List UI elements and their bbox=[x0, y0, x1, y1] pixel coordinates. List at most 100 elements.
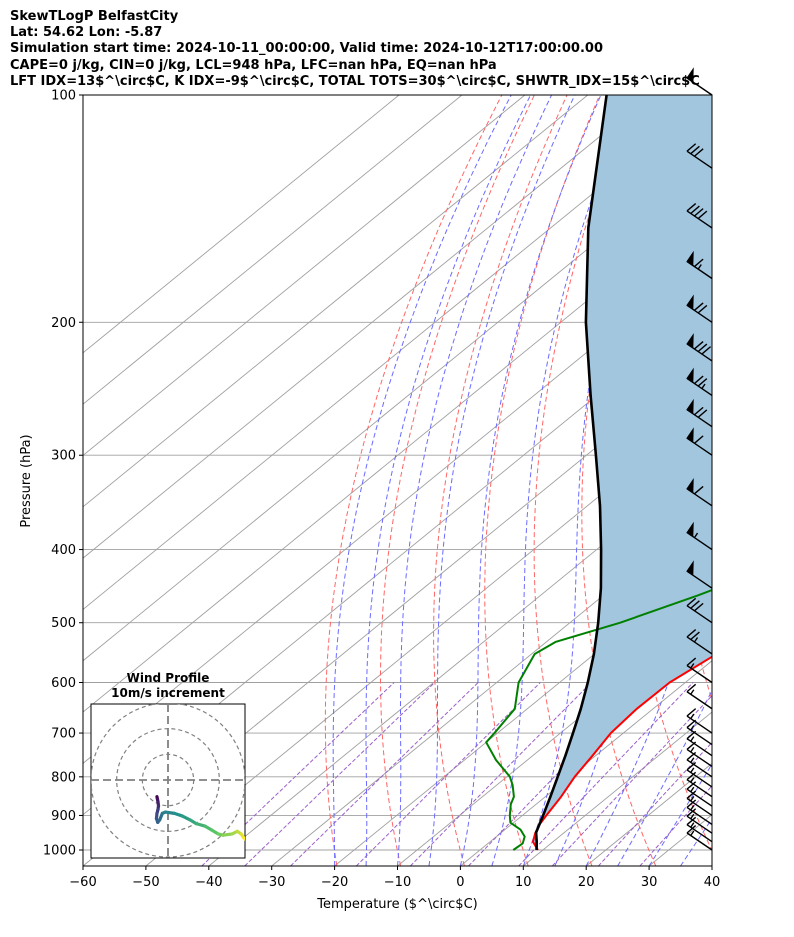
barb-flag bbox=[693, 148, 704, 157]
barb-half-flag bbox=[690, 663, 695, 669]
wind-barb bbox=[686, 143, 713, 169]
barb-flag bbox=[686, 730, 697, 740]
moist-adiabat bbox=[491, 95, 632, 866]
barb-flag bbox=[686, 708, 697, 717]
barb-flag bbox=[697, 343, 708, 353]
wind-barb bbox=[686, 560, 713, 589]
barb-flag bbox=[686, 825, 697, 834]
dry-adiabat bbox=[484, 95, 601, 866]
y-tick-label: 200 bbox=[51, 316, 76, 331]
hodograph-plot bbox=[91, 704, 245, 858]
mixing-ratio-line bbox=[598, 741, 712, 866]
wind-barb bbox=[686, 629, 713, 655]
barb-flag bbox=[697, 304, 708, 314]
barb-pennant bbox=[686, 398, 694, 415]
barb-half-flag bbox=[690, 796, 695, 802]
mixing-ratio-line bbox=[410, 682, 592, 866]
x-tick-label: −20 bbox=[321, 875, 348, 890]
dry-adiabat bbox=[716, 95, 794, 866]
barb-pennant bbox=[686, 250, 694, 267]
barb-half-flag bbox=[690, 786, 695, 793]
wind-barb bbox=[686, 781, 713, 807]
moist-adiabat bbox=[332, 95, 512, 866]
dry-adiabat bbox=[533, 95, 633, 866]
wind-barb bbox=[686, 333, 713, 362]
wind-barb bbox=[686, 719, 713, 746]
barb-half-flag bbox=[690, 725, 695, 731]
barb-flag bbox=[686, 808, 697, 817]
moist-adiabat bbox=[711, 865, 712, 866]
chart-header: SkewTLogP BelfastCity Lat: 54.62 Lon: -5… bbox=[10, 9, 700, 90]
barb-flag bbox=[686, 143, 697, 152]
barb-flag bbox=[693, 208, 704, 217]
barb-half-flag bbox=[693, 637, 699, 643]
barb-flag bbox=[686, 781, 697, 790]
wind-barb bbox=[686, 294, 713, 323]
wind-barb bbox=[686, 657, 713, 684]
barb-pennant bbox=[686, 478, 694, 494]
hodograph-ring bbox=[91, 704, 245, 858]
wind-barbs bbox=[686, 67, 713, 851]
y-tick-label: 700 bbox=[51, 727, 76, 742]
simulation-times: Simulation start time: 2024-10-11_00:00:… bbox=[10, 41, 603, 57]
y-tick-label: 800 bbox=[51, 770, 76, 785]
wind-barb bbox=[686, 367, 713, 397]
isotherm bbox=[83, 95, 589, 508]
barb-flag bbox=[686, 816, 697, 826]
x-axis-label: Temperature ($^\circ$C) bbox=[316, 897, 477, 912]
wind-barb bbox=[686, 250, 713, 280]
isotherm bbox=[397, 608, 712, 866]
axes: −60 −50 −40 −30 −20 −10 0 10 20 30 40 100 200 300 400 5… bbox=[43, 89, 720, 891]
barb-flag bbox=[686, 629, 697, 638]
y-tick-label: 1000 bbox=[43, 844, 76, 859]
isotherm bbox=[460, 660, 712, 866]
y-tick-label: 900 bbox=[51, 809, 76, 824]
wind-barb bbox=[686, 521, 713, 551]
barb-half-flag bbox=[690, 767, 695, 773]
chart-title: SkewTLogP BelfastCity bbox=[10, 9, 179, 24]
hodograph-trace-segment bbox=[242, 836, 245, 841]
wind-barb bbox=[686, 708, 713, 734]
cape-cin-shading bbox=[533, 95, 712, 850]
wind-barb bbox=[686, 597, 713, 624]
dewpoint-line bbox=[485, 588, 712, 851]
hodograph-subtitle: 10m/s increment bbox=[111, 686, 225, 700]
barb-half-flag bbox=[690, 777, 695, 783]
barb-half-flag bbox=[690, 813, 695, 820]
isotherm bbox=[775, 95, 794, 866]
profile-lines bbox=[485, 95, 712, 851]
barb-flag bbox=[686, 657, 697, 667]
x-tick-label: 10 bbox=[515, 875, 532, 890]
barb-flag bbox=[686, 597, 697, 607]
mixing-ratio-line bbox=[355, 682, 541, 866]
x-tick-label: 40 bbox=[704, 875, 721, 890]
barb-half-flag bbox=[690, 805, 695, 811]
stability-indices-2: LFT IDX=13$^\circ$C, K IDX=-9$^\circ$C, … bbox=[10, 73, 700, 89]
barb-flag bbox=[690, 205, 700, 215]
barb-flag bbox=[693, 435, 704, 444]
barb-half-flag bbox=[690, 736, 695, 742]
barb-flag bbox=[693, 341, 704, 350]
y-tick-label: 600 bbox=[51, 676, 76, 691]
isotherm bbox=[83, 95, 400, 354]
barb-flag bbox=[697, 409, 708, 418]
wind-barb bbox=[686, 478, 713, 507]
x-tick-label: −10 bbox=[384, 875, 411, 890]
wind-barb bbox=[686, 683, 713, 710]
barb-pennant bbox=[686, 560, 694, 577]
mixing-ratio-line bbox=[201, 682, 395, 866]
barb-half-flag bbox=[690, 713, 695, 719]
barb-pennant bbox=[686, 521, 694, 538]
barb-flag bbox=[690, 600, 700, 609]
barb-flag bbox=[701, 346, 712, 355]
dry-adiabat bbox=[581, 95, 666, 866]
barb-pennant bbox=[686, 294, 694, 311]
stability-indices-1: CAPE=0 j/kg, CIN=0 j/kg, LCL=948 hPa, LF… bbox=[10, 57, 497, 73]
barb-pennant bbox=[686, 427, 694, 444]
mixing-ratio-line bbox=[290, 682, 479, 866]
x-tick-label: −30 bbox=[258, 875, 285, 890]
wind-barb bbox=[686, 771, 713, 798]
parcel-path-line bbox=[534, 95, 608, 851]
